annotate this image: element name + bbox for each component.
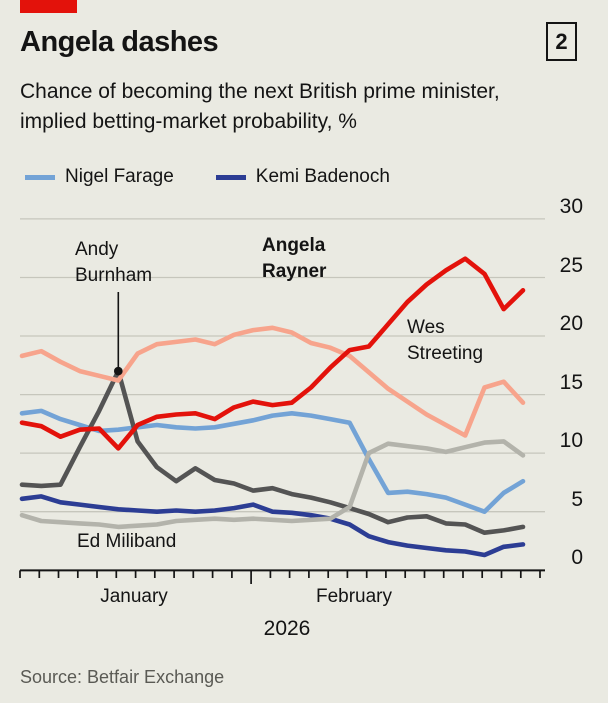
- chart-index-number: 2: [555, 28, 568, 54]
- farage-line-swatch: [25, 174, 55, 180]
- legend-item-farage: Nigel Farage: [25, 166, 174, 188]
- chart-title: Angela dashes: [20, 26, 219, 58]
- badenoch-line-swatch: [215, 174, 246, 180]
- y-axis-label-10: 10: [559, 429, 583, 453]
- legend-label-farage: Nigel Farage: [65, 166, 174, 187]
- annotation-ed-miliband: Ed Miliband: [77, 531, 177, 552]
- series-line-wes-streeting: [19, 325, 526, 438]
- chart-index-box: 2: [546, 22, 577, 61]
- legend-item-badenoch: Kemi Badenoch: [215, 166, 390, 188]
- legend: Nigel Farage Kemi Badenoch: [25, 166, 390, 188]
- series-line-angela-rayner: [19, 256, 526, 451]
- y-axis-label-5: 5: [571, 487, 583, 511]
- annotation-andy-burnham: Andy Burnham: [75, 239, 153, 286]
- chart-subtitle: Chance of becoming the next British prim…: [20, 80, 500, 133]
- x-axis-label-january: January: [100, 586, 168, 607]
- series-line-nigel-farage: [19, 408, 526, 515]
- burnham-leader-dot: [114, 366, 123, 376]
- series-line-andy-burnham: [19, 368, 526, 536]
- legend-label-badenoch: Kemi Badenoch: [255, 166, 390, 187]
- brand-red-bar: [20, 0, 77, 13]
- y-axis-label-30: 30: [559, 194, 583, 218]
- x-axis-year-label: 2026: [263, 617, 311, 640]
- series-line-kemi-badenoch: [19, 494, 526, 558]
- y-axis-label-25: 25: [559, 253, 583, 277]
- y-axis-label-15: 15: [559, 370, 583, 394]
- annotation-wes-streeting: Wes Streeting: [407, 317, 484, 364]
- source-credit: Source: Betfair Exchange: [20, 667, 225, 687]
- y-axis-label-0: 0: [571, 546, 583, 570]
- y-axis-label-20: 20: [559, 312, 583, 335]
- annotation-angela-rayner: Angela Rayner: [262, 235, 327, 282]
- x-axis-label-february: February: [315, 586, 393, 607]
- series-line-ed-miliband: [19, 439, 526, 530]
